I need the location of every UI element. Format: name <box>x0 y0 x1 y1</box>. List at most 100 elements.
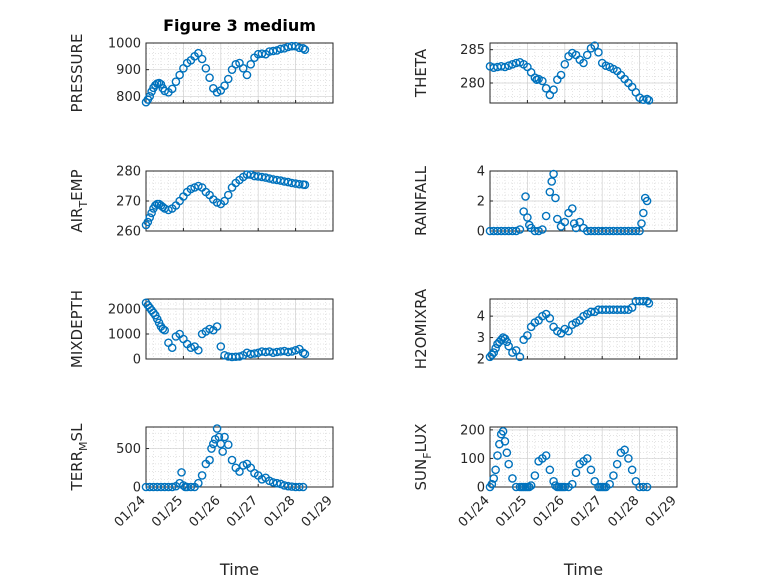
axes-frame <box>489 426 678 488</box>
y-axis-label: THETA <box>412 48 430 98</box>
data-point <box>500 62 510 72</box>
data-point <box>508 60 517 69</box>
data-point <box>194 345 203 355</box>
data-point <box>620 445 629 455</box>
data-point <box>186 343 196 353</box>
data-point <box>242 70 252 80</box>
subplot-8: 0 100 200 01/24 01/25 01/26 01/27 01/28 01/29 SUN… <box>412 423 680 579</box>
data-point <box>149 308 158 318</box>
data-point <box>197 54 207 64</box>
data-point <box>205 324 214 334</box>
y-tick-label: 0 <box>477 481 485 496</box>
data-point <box>496 335 506 345</box>
data-point <box>560 60 570 69</box>
x-axis-label: Time <box>563 560 603 579</box>
y-tick-label: 280 <box>460 77 485 92</box>
data-point <box>586 307 596 317</box>
data-point <box>601 61 611 70</box>
data-point <box>223 440 233 449</box>
data-point <box>642 482 652 492</box>
data-point <box>530 73 540 82</box>
data-point <box>272 478 282 488</box>
y-tick-label: 0 <box>477 225 485 240</box>
x-tick-label: 01/24 <box>456 493 493 530</box>
data-point <box>491 465 500 475</box>
chart-title: Figure 3 medium <box>163 16 316 35</box>
data-point <box>298 348 308 358</box>
x-tick-label: 01/28 <box>261 493 298 530</box>
x-tick-label: 01/26 <box>531 493 568 530</box>
data-point <box>590 41 600 50</box>
subplot-6: 2 3 4 H2OMIXRA <box>412 288 678 369</box>
data-point <box>627 465 637 475</box>
y-axis-label: TERRMSL <box>68 423 90 492</box>
y-axis-label: SUNFLUX <box>412 424 434 491</box>
data-point <box>504 341 514 351</box>
data-point <box>624 454 633 463</box>
data-point <box>547 177 557 186</box>
subplot-4: 0 2 4 RAINFALL <box>412 165 678 240</box>
data-point <box>594 48 603 57</box>
data-point <box>186 482 196 492</box>
data-point <box>491 343 500 353</box>
data-point <box>227 455 237 465</box>
data-point <box>171 77 181 86</box>
data-point <box>523 213 532 222</box>
data-point <box>167 482 177 492</box>
y-axis-label: MIXDEPTH <box>68 290 86 368</box>
data-point <box>216 342 226 351</box>
data-point <box>207 444 216 453</box>
data-point <box>586 465 596 475</box>
data-point <box>519 207 528 216</box>
data-point <box>223 190 233 200</box>
data-point <box>295 43 304 53</box>
y-tick-label: 3 <box>477 331 485 346</box>
data-point <box>639 296 648 306</box>
data-point <box>143 217 153 227</box>
data-point <box>158 324 168 334</box>
y-tick-label: 500 <box>116 442 141 457</box>
data-point <box>268 46 278 56</box>
subplot-5: 0 1000 2000 MIXDEPTH <box>68 290 334 368</box>
y-tick-label: 4 <box>477 165 485 180</box>
y-axis-label: PRESSURE <box>68 34 86 113</box>
data-point <box>257 49 267 58</box>
axes-frame <box>145 298 334 360</box>
data-point <box>545 187 555 197</box>
y-axis-label: AIRTEMP <box>68 169 90 232</box>
data-point <box>579 58 588 68</box>
data-point <box>300 45 310 54</box>
data-point <box>567 479 577 489</box>
data-point <box>300 349 310 359</box>
data-point <box>300 180 310 190</box>
data-point <box>498 426 508 436</box>
data-point <box>605 479 614 489</box>
data-point <box>551 193 560 203</box>
data-point <box>530 471 540 480</box>
data-point <box>238 64 248 73</box>
data-point <box>156 80 166 89</box>
data-point <box>201 64 211 73</box>
data-point <box>642 196 652 206</box>
x-tick-label: 01/26 <box>187 493 224 530</box>
data-point <box>194 48 203 58</box>
data-point <box>295 179 304 189</box>
data-point <box>197 471 207 480</box>
data-point <box>569 219 579 228</box>
data-point <box>235 467 244 476</box>
data-point <box>644 96 654 105</box>
data-point <box>511 346 521 355</box>
data-point <box>567 204 577 213</box>
data-point <box>545 465 555 475</box>
data-point <box>220 196 229 206</box>
data-point <box>639 208 648 218</box>
data-point <box>549 169 558 179</box>
data-point <box>250 349 259 358</box>
data-point <box>504 61 514 70</box>
y-tick-label: 200 <box>460 423 485 438</box>
data-point <box>582 50 592 60</box>
data-point <box>276 44 285 54</box>
data-point <box>160 86 169 96</box>
data-point <box>635 226 644 236</box>
data-point <box>212 322 222 331</box>
